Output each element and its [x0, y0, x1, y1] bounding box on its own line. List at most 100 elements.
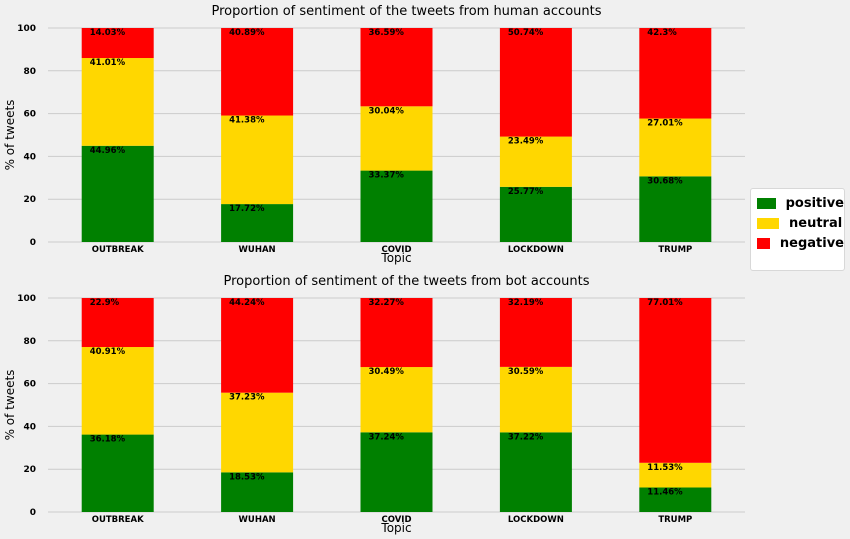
data-label-neutral: 30.04%: [369, 106, 405, 116]
bar-segment-negative: [639, 28, 712, 119]
bar-segment-negative: [499, 28, 572, 137]
data-label-negative: 14.03%: [90, 28, 126, 38]
bar-segment-negative: [221, 28, 294, 116]
y-tick-label: 0: [30, 238, 36, 248]
bar-segment-negative: [360, 298, 433, 368]
bar-segment-neutral: [639, 462, 712, 488]
x-tick-label: COVID: [381, 245, 411, 255]
x-tick-label: WUHAN: [239, 245, 276, 255]
y-tick-label: 20: [23, 465, 36, 475]
data-label-negative: 32.19%: [508, 298, 544, 308]
y-axis-label: % of tweets: [3, 100, 17, 171]
bar-segment-positive: [221, 204, 294, 242]
legend-entry-negative: negative: [757, 233, 844, 253]
x-tick-label: LOCKDOWN: [508, 515, 564, 525]
bar-segment-positive: [639, 176, 712, 242]
x-axis-label: Topic: [380, 251, 411, 265]
x-tick-label: WUHAN: [239, 515, 276, 525]
legend: positive neutral negative: [750, 188, 845, 271]
bar-segment-negative: [639, 298, 712, 463]
data-label-negative: 50.74%: [508, 28, 544, 38]
y-tick-label: 60: [23, 110, 36, 120]
y-tick-label: 100: [17, 24, 36, 34]
bar-segment-negative: [499, 298, 572, 367]
bar-segment-positive: [81, 145, 154, 242]
bar-segment-neutral: [81, 347, 154, 435]
legend-label-positive: positive: [785, 195, 844, 211]
data-label-neutral: 23.49%: [508, 137, 544, 147]
data-label-positive: 18.53%: [229, 472, 265, 482]
data-label-negative: 40.89%: [229, 28, 265, 38]
bar-segment-negative: [81, 298, 154, 348]
data-label-neutral: 30.59%: [508, 367, 544, 377]
data-label-positive: 33.37%: [369, 171, 405, 181]
data-label-neutral: 41.38%: [229, 116, 265, 126]
legend-swatch-positive: [757, 197, 776, 209]
data-label-negative: 42.3%: [647, 28, 677, 38]
y-tick-label: 40: [23, 422, 36, 432]
legend-entry-neutral: neutral: [757, 213, 844, 233]
data-label-positive: 44.96%: [90, 146, 126, 156]
data-label-neutral: 30.49%: [369, 367, 405, 377]
bar-segment-negative: [81, 28, 154, 59]
data-label-neutral: 37.23%: [229, 393, 265, 403]
bar-segment-neutral: [499, 366, 572, 433]
data-label-neutral: 41.01%: [90, 58, 126, 68]
data-label-positive: 37.22%: [508, 432, 544, 442]
legend-swatch-neutral: [757, 217, 779, 229]
bar-segment-positive: [360, 432, 433, 512]
chart-title: Proportion of sentiment of the tweets fr…: [211, 4, 601, 19]
bar-segment-neutral: [499, 136, 572, 187]
bar-segment-neutral: [360, 367, 433, 433]
legend-swatch-negative: [757, 237, 770, 249]
bar-segment-neutral: [360, 106, 433, 171]
bar-segment-positive: [360, 170, 433, 242]
data-label-negative: 77.01%: [647, 298, 683, 308]
bar-segment-neutral: [639, 118, 712, 177]
chart-panel-1: 0 20 40 60 80 100 44.96% 41.01% 14.03% OUTBREAK 17…: [3, 4, 745, 265]
legend-label-negative: negative: [779, 235, 844, 251]
y-axis-label: % of tweets: [3, 370, 17, 441]
bar-segment-negative: [221, 298, 294, 393]
legend-entry-positive: positive: [757, 193, 844, 213]
data-label-positive: 11.46%: [647, 487, 683, 497]
x-axis-label: Topic: [380, 521, 411, 535]
x-tick-label: OUTBREAK: [92, 245, 144, 255]
x-tick-label: COVID: [381, 515, 411, 525]
x-tick-label: LOCKDOWN: [508, 245, 564, 255]
bar-segment-negative: [360, 28, 433, 107]
data-label-positive: 17.72%: [229, 204, 265, 214]
data-label-neutral: 40.91%: [90, 347, 126, 357]
data-label-positive: 30.68%: [647, 176, 683, 186]
y-tick-label: 80: [23, 67, 36, 77]
x-tick-label: OUTBREAK: [92, 515, 144, 525]
data-label-positive: 36.18%: [90, 435, 126, 445]
chart-title: Proportion of sentiment of the tweets fr…: [224, 274, 590, 289]
x-tick-label: TRUMP: [658, 515, 692, 525]
data-label-neutral: 27.01%: [647, 119, 683, 129]
data-label-neutral: 11.53%: [647, 463, 683, 473]
bar-segment-positive: [81, 434, 154, 512]
bar-segment-positive: [221, 472, 294, 512]
y-tick-label: 0: [30, 508, 36, 518]
data-label-negative: 36.59%: [369, 28, 405, 38]
data-label-positive: 37.24%: [369, 432, 405, 442]
data-label-negative: 44.24%: [229, 298, 265, 308]
y-tick-label: 20: [23, 195, 36, 205]
bar-segment-positive: [499, 186, 572, 242]
data-label-negative: 32.27%: [369, 298, 405, 308]
bar-segment-positive: [499, 432, 572, 512]
bar-segment-positive: [639, 487, 712, 512]
y-tick-label: 80: [23, 337, 36, 347]
bar-segment-neutral: [221, 115, 294, 205]
y-tick-label: 100: [17, 294, 36, 304]
chart-panel-2: 0 20 40 60 80 100 36.18% 40.91% 22.9% OUTBREAK 18.…: [3, 274, 745, 535]
y-tick-label: 40: [23, 152, 36, 162]
data-label-negative: 22.9%: [90, 298, 120, 308]
data-label-positive: 25.77%: [508, 187, 544, 197]
bar-segment-neutral: [221, 392, 294, 473]
x-tick-label: TRUMP: [658, 245, 692, 255]
legend-label-neutral: neutral: [789, 215, 843, 231]
y-tick-label: 60: [23, 380, 36, 390]
